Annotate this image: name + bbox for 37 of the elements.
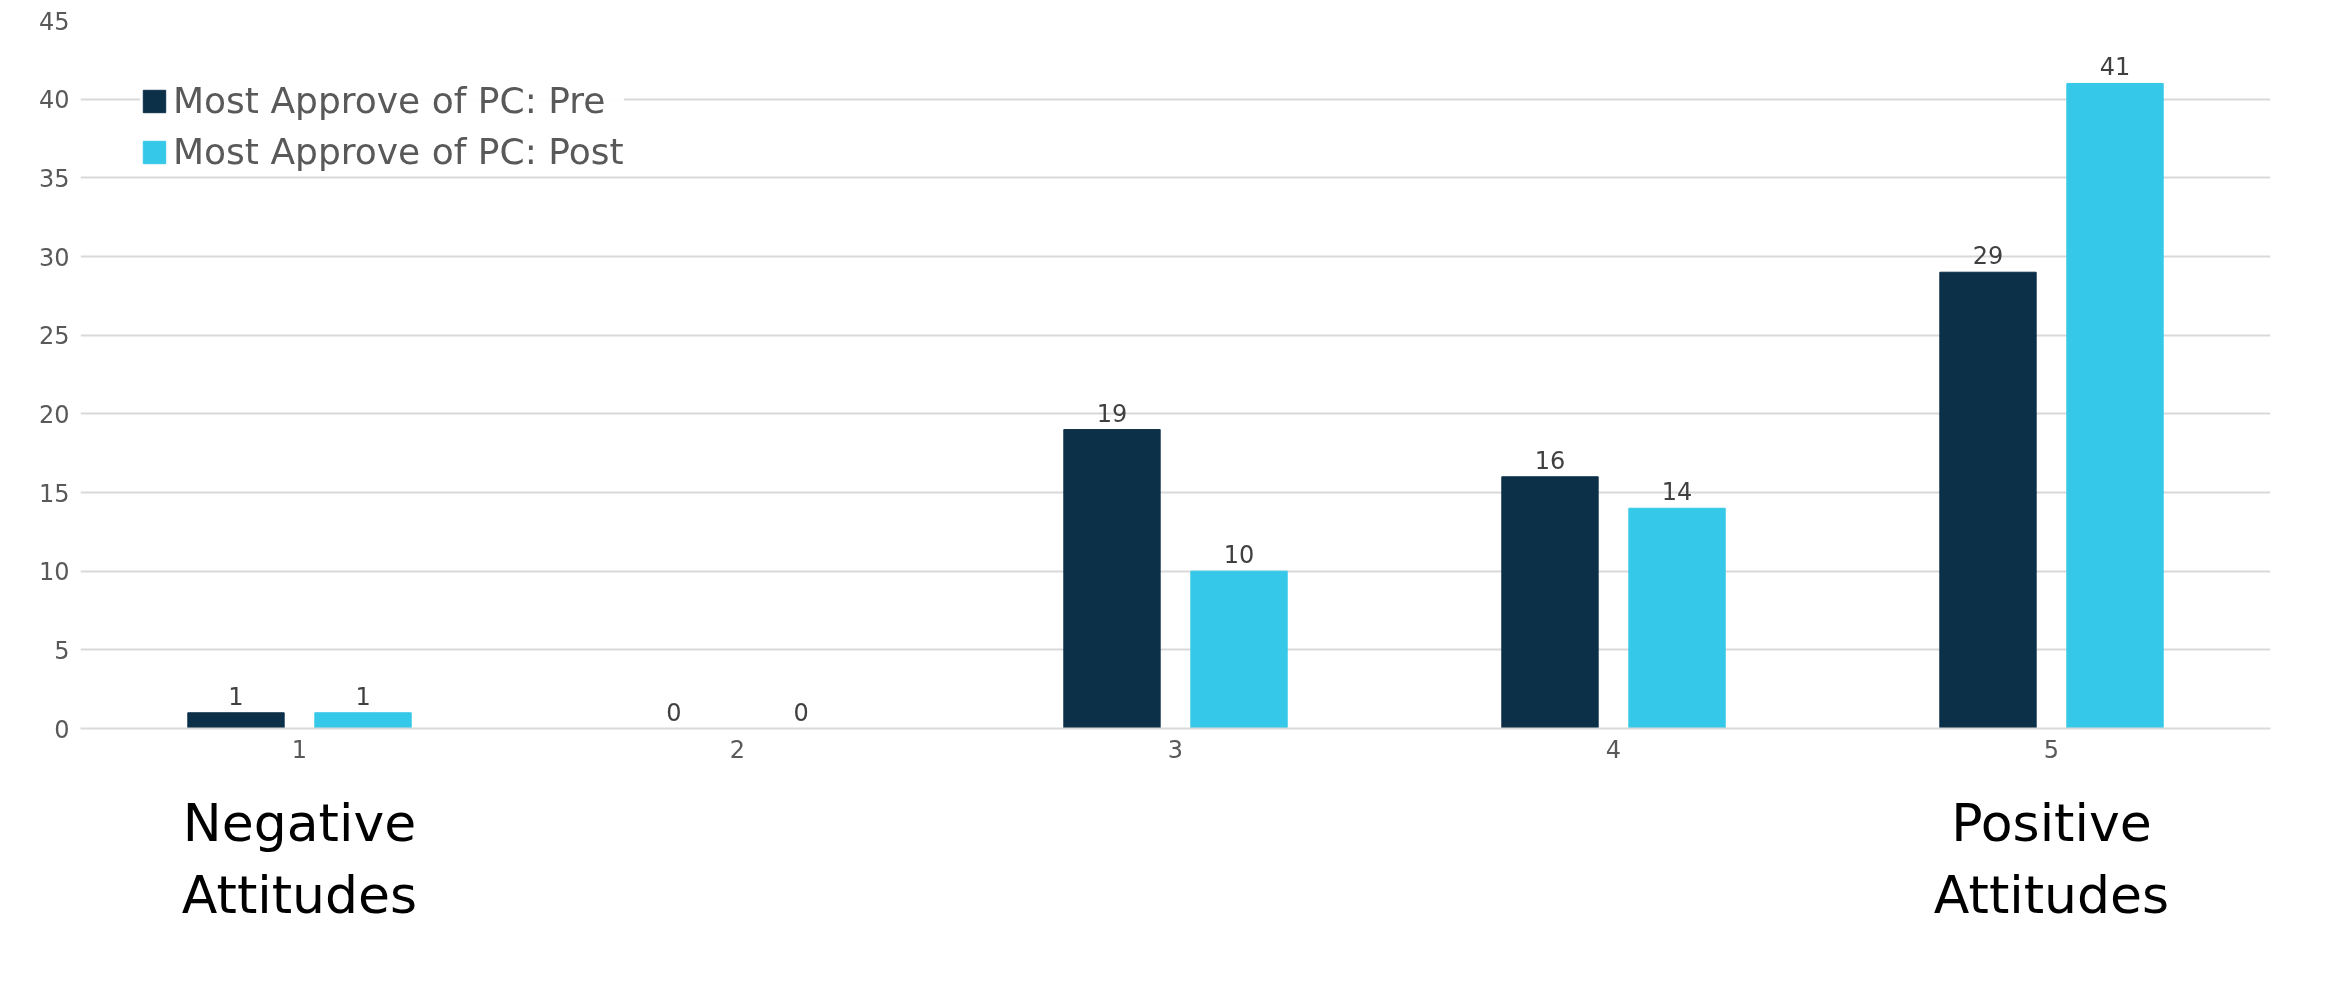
y-tick-label: 10	[38, 558, 70, 587]
x-tick-label: 4	[1605, 735, 1622, 764]
data-label: 14	[1661, 478, 1693, 507]
legend-label: Most Approve of PC: Pre	[173, 80, 606, 121]
y-tick-label: 35	[38, 164, 70, 193]
y-tick-label: 30	[38, 243, 70, 272]
bar	[1501, 476, 1599, 729]
bar	[1063, 429, 1161, 729]
bar	[187, 712, 285, 729]
y-tick-label: 25	[38, 322, 70, 351]
y-tick-label: 5	[54, 636, 70, 665]
x-tick-label: 3	[1167, 735, 1184, 764]
data-label: 41	[2099, 53, 2131, 82]
data-label: 1	[228, 682, 244, 711]
bar	[314, 712, 412, 729]
data-label: 29	[1972, 242, 2004, 271]
y-tick-label: 20	[38, 400, 70, 429]
data-label: 16	[1534, 446, 1566, 475]
legend-label: Most Approve of PC: Post	[173, 131, 624, 172]
text: Negative Attitudes	[181, 792, 418, 925]
y-tick-label: 40	[38, 86, 70, 115]
data-label: 1	[355, 682, 371, 711]
bar	[1628, 507, 1726, 729]
data-label: 19	[1096, 399, 1128, 428]
y-tick-label: 45	[38, 7, 70, 36]
y-tick-label: 0	[54, 715, 70, 744]
bar	[1190, 570, 1288, 729]
data-label: 10	[1223, 541, 1255, 570]
bar	[1939, 271, 2037, 729]
data-label: 0	[793, 698, 809, 727]
y-tick-label: 15	[38, 479, 70, 508]
x-tick-label: 5	[2043, 735, 2060, 764]
bar	[2066, 82, 2164, 729]
data-label: 0	[666, 698, 682, 727]
text: Positive Attitudes	[1933, 792, 2170, 925]
x-tick-label: 2	[729, 735, 746, 764]
x-tick-label: 1	[291, 735, 308, 764]
